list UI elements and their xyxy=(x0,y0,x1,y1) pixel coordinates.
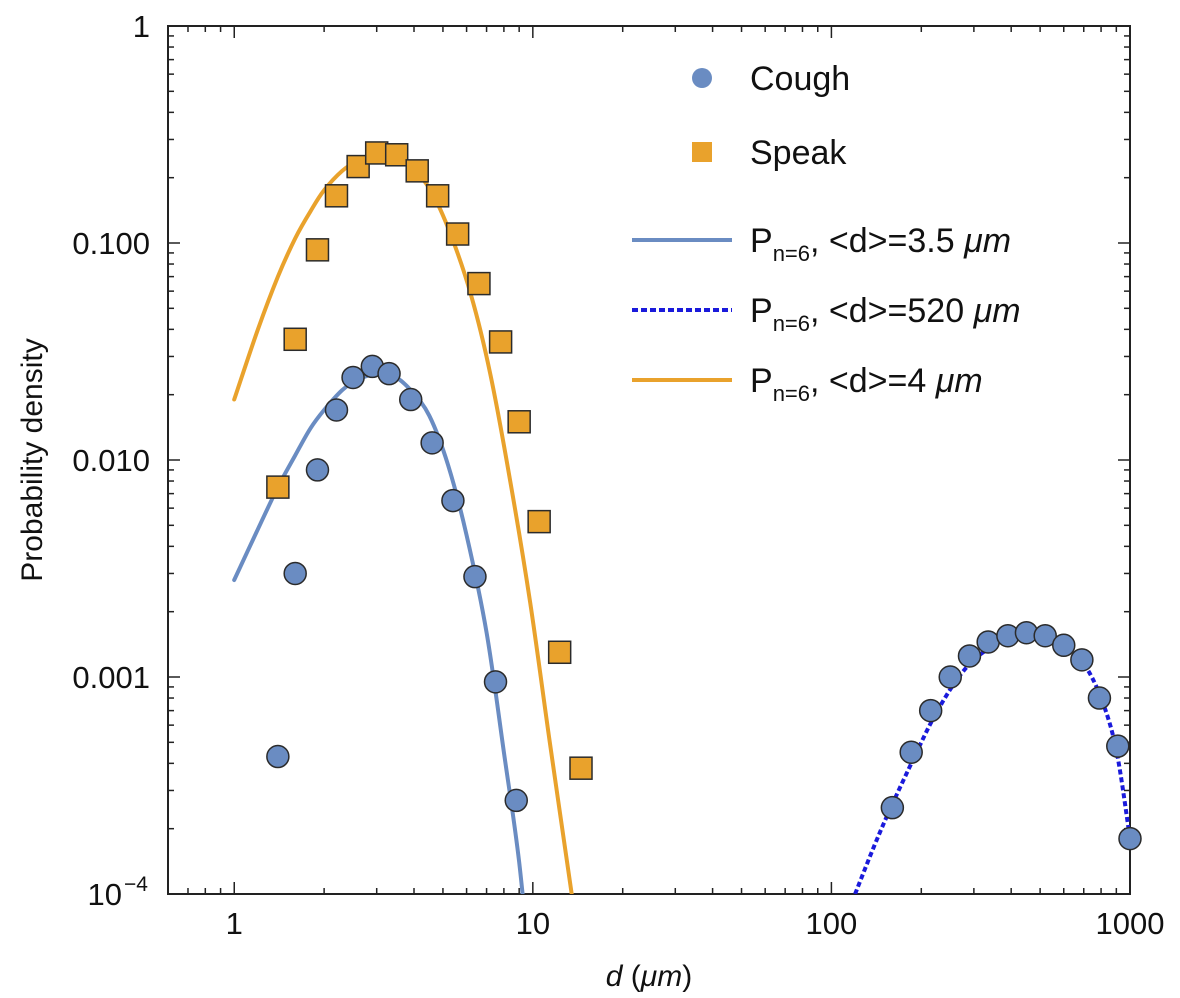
cough-data-point xyxy=(957,644,982,668)
cough-data-point xyxy=(976,630,1000,654)
speak-data-point xyxy=(547,640,572,665)
cough-data-point xyxy=(324,398,349,422)
y-tick-label: 10 xyxy=(88,877,122,912)
speak-data-point xyxy=(507,410,531,434)
speak-data-point xyxy=(266,475,290,499)
fit-curve-line xyxy=(232,152,574,894)
cough-data-point xyxy=(266,744,290,769)
cough-data-point xyxy=(918,698,943,723)
cough-data-point xyxy=(341,365,365,390)
legend-entry-label: Pn=6, <d>=520 μm xyxy=(750,292,1021,336)
speak-data-point xyxy=(405,159,429,183)
speak-data-point xyxy=(384,143,409,167)
cough-data-point xyxy=(483,670,508,694)
speak-data-point xyxy=(425,184,450,208)
speak-data-point xyxy=(283,327,307,352)
speak-data-point xyxy=(569,756,593,780)
speak-data-point xyxy=(364,141,389,165)
cough-data-point xyxy=(398,387,423,412)
cough-data-point xyxy=(283,561,307,586)
speak-data-point xyxy=(527,509,551,534)
cough-data-point xyxy=(377,361,401,386)
legend-entry-label: Pn=6, <d>=3.5 μm xyxy=(750,222,1011,266)
cough-data-point xyxy=(1106,734,1130,758)
cough-data-point xyxy=(305,458,330,482)
cough-data-point xyxy=(1052,633,1076,658)
cough-data-point xyxy=(463,564,487,589)
x-tick-label: 1000 xyxy=(1096,906,1165,941)
speak-data-point xyxy=(488,330,513,354)
speak-data-point xyxy=(346,154,370,179)
cough-data-point xyxy=(1118,826,1142,851)
speak-data-point xyxy=(467,271,491,296)
y-tick-label: 0.001 xyxy=(72,660,150,695)
cough-data-point xyxy=(420,431,444,455)
speak-data-point xyxy=(305,238,330,262)
y-tick-label: 0.010 xyxy=(72,443,150,478)
x-tick-label: 10 xyxy=(516,906,550,941)
y-tick-label: 1 xyxy=(133,9,150,44)
cough-data-point xyxy=(1033,623,1057,648)
cough-data-point xyxy=(1070,648,1094,672)
cough-data-point xyxy=(1087,686,1112,710)
cough-data-point xyxy=(899,740,923,765)
legend-entry-label: Cough xyxy=(750,60,850,98)
x-tick-label: 1 xyxy=(226,906,243,941)
fit-curves xyxy=(232,152,1130,894)
y-tick-label-exponent: −4 xyxy=(124,873,148,896)
y-axis-label: Probability density xyxy=(16,338,49,581)
data-points xyxy=(266,141,1142,851)
x-axis-label: d (μm) xyxy=(606,960,692,993)
cough-data-point xyxy=(880,795,905,820)
fit-curve-line xyxy=(853,630,1130,894)
legend: Cough Speak Pn=6, <d>=3.5 μm Pn=6, <d>=520 … xyxy=(632,60,1021,406)
legend-entry-label: Speak xyxy=(750,134,847,172)
legend-cough-marker xyxy=(692,68,712,88)
cough-data-point xyxy=(938,665,962,689)
legend-speak-marker xyxy=(692,142,712,162)
cough-data-point xyxy=(441,488,465,513)
cough-data-point xyxy=(504,788,529,813)
speak-data-point xyxy=(324,184,349,208)
legend-entry-label: Pn=6, <d>=4 μm xyxy=(750,362,983,406)
x-tick-label: 100 xyxy=(806,906,858,941)
y-tick-label: 0.100 xyxy=(72,226,150,261)
speak-data-point xyxy=(445,222,470,246)
